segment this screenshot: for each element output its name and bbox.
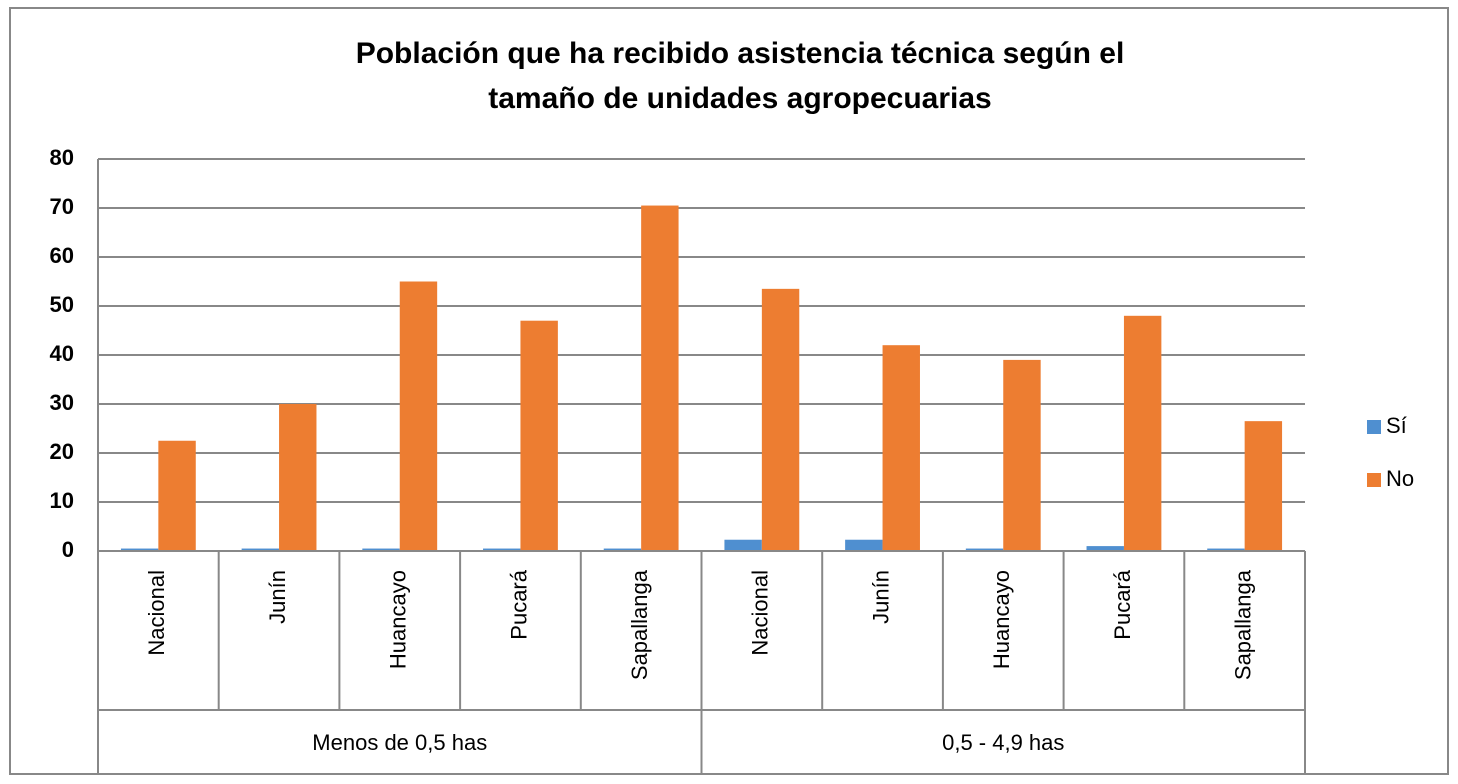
bar <box>520 320 558 551</box>
bar <box>724 539 762 551</box>
x-tick-label: Pucará <box>1110 569 1135 639</box>
bar <box>1207 548 1245 551</box>
bar <box>399 281 438 551</box>
bar <box>845 539 883 551</box>
chart-title: tamaño de unidades agropecuarias <box>488 82 991 115</box>
x-tick-label: Sapallanga <box>1230 569 1255 680</box>
bar <box>1086 546 1124 551</box>
y-tick-label: 40 <box>50 341 74 366</box>
bar <box>362 548 400 551</box>
bar <box>1123 315 1162 551</box>
chart-title: Población que ha recibido asistencia téc… <box>356 37 1125 70</box>
legend-label: No <box>1386 466 1414 491</box>
x-tick-label: Nacional <box>748 570 773 656</box>
bar <box>1003 359 1041 551</box>
y-tick-label: 0 <box>62 537 74 562</box>
bar <box>761 288 800 551</box>
y-tick-label: 50 <box>50 292 74 317</box>
y-tick-label: 20 <box>50 439 74 464</box>
x-tick-label: Huancayo <box>989 570 1014 669</box>
y-tick-label: 60 <box>50 243 74 268</box>
bar <box>965 548 1004 551</box>
chart-frame <box>9 7 1449 775</box>
bar <box>483 548 521 551</box>
x-tick-label: Huancayo <box>386 570 411 669</box>
bar <box>120 548 159 551</box>
group-label: 0,5 - 4,9 has <box>942 730 1064 755</box>
legend-label: Sí <box>1386 413 1407 438</box>
bar <box>241 548 280 551</box>
y-tick-label: 10 <box>50 488 74 513</box>
bar <box>158 440 196 551</box>
x-tick-label: Junín <box>265 570 290 624</box>
y-tick-label: 70 <box>50 194 74 219</box>
x-tick-label: Junín <box>868 570 893 624</box>
y-tick-label: 30 <box>50 390 74 415</box>
group-label: Menos de 0,5 has <box>312 730 487 755</box>
bar <box>279 404 317 551</box>
x-tick-label: Sapallanga <box>627 569 652 680</box>
x-tick-label: Pucará <box>506 569 531 639</box>
bar <box>1244 421 1283 551</box>
y-tick-label: 80 <box>50 145 74 170</box>
x-tick-label: Nacional <box>144 570 169 656</box>
bar <box>882 345 920 551</box>
legend-swatch <box>1367 473 1381 487</box>
bar <box>641 205 679 552</box>
bar <box>603 548 642 551</box>
legend-swatch <box>1367 420 1381 434</box>
